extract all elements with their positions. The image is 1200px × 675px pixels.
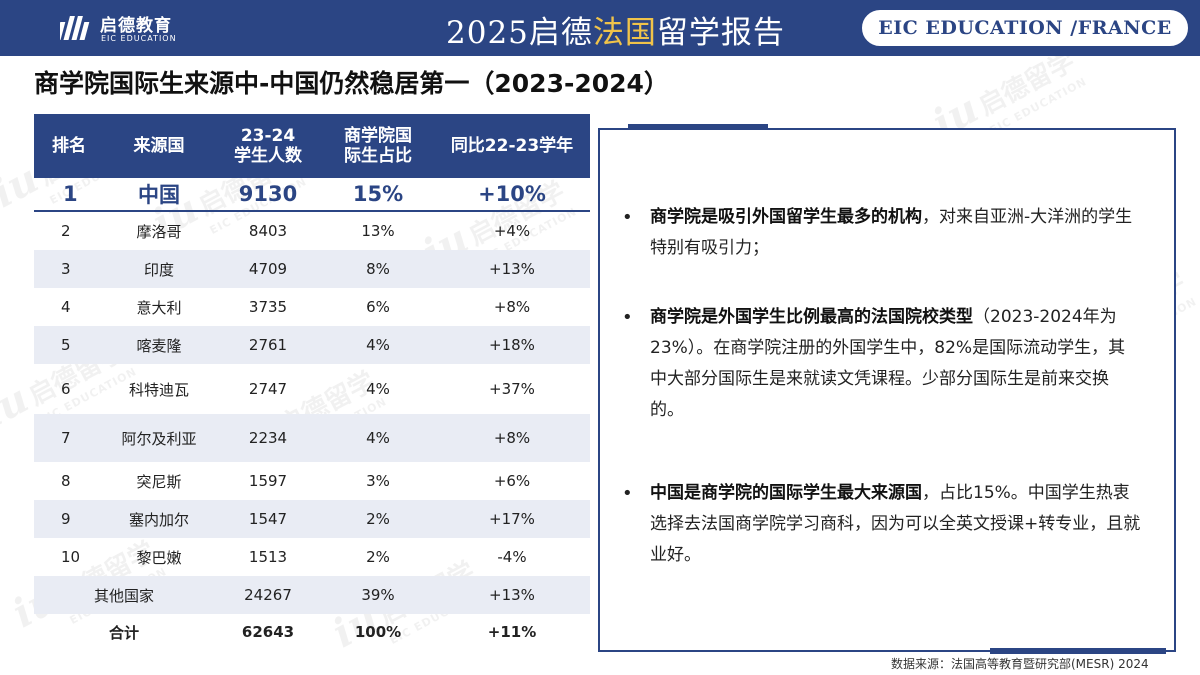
table-total-row: 合计 62643 100% +11% <box>108 623 537 642</box>
bullet-dot: • <box>622 207 633 228</box>
table-row: 3 印度 4709 8% +13% <box>34 250 590 288</box>
bullet-dot: • <box>622 307 633 328</box>
table-row: 1 中国 9130 15% +10% <box>34 178 590 212</box>
logo-cn-text: 启德教育 <box>100 16 172 36</box>
col-header-students: 23-24 学生人数 <box>234 126 302 166</box>
table-header: 排名 来源国 23-24 学生人数 商学院国 际生占比 同比22-23学年 <box>34 114 590 178</box>
table-row: 5 喀麦隆 2761 4% +18% <box>34 326 590 364</box>
eic-logo-icon <box>60 16 90 40</box>
col-header-country: 来源国 <box>133 136 185 156</box>
bullet-dot: • <box>622 483 633 504</box>
insight-bullet: • 商学院是外国学生比例最高的法国院校类型（2023-2024年为23%）。在商… <box>622 302 1142 426</box>
table-row: 2 摩洛哥 8403 13% +4% <box>61 222 531 241</box>
page-title: 商学院国际生来源中-中国仍然稳居第一（2023-2024） <box>34 69 669 98</box>
table-row: 其他国家 24267 39% +13% <box>34 576 590 614</box>
table-row: 10 黎巴嫩 1513 2% -4% <box>61 548 527 567</box>
insight-bullet: • 商学院是吸引外国留学生最多的机构，对来自亚洲-大洋洲的学生特别有吸引力； <box>622 202 1142 264</box>
logo-en-text: EIC EDUCATION <box>101 34 177 43</box>
panel-accent-top <box>628 124 768 130</box>
table-row: 6 科特迪瓦 2747 4% +37% <box>61 380 535 399</box>
header-badge: EIC EDUCATION /FRANCE <box>862 10 1188 46</box>
brand-logo[interactable]: 启德教育 EIC EDUCATION <box>60 10 220 48</box>
col-header-yoy: 同比22-23学年 <box>450 136 574 156</box>
insights-panel: • 商学院是吸引外国留学生最多的机构，对来自亚洲-大洋洲的学生特别有吸引力； •… <box>598 128 1176 652</box>
col-header-rank: 排名 <box>52 136 86 156</box>
panel-accent-bottom <box>990 648 1166 654</box>
table-row: 7 阿尔及利亚 2234 4% +8% <box>34 414 590 462</box>
data-source-note: 数据来源：法国高等教育暨研究部(MESR) 2024 <box>891 657 1149 671</box>
report-title: 2025启德法国留学报告 <box>446 15 785 51</box>
table-row: 8 突尼斯 1597 3% +6% <box>61 472 531 491</box>
table-row: 9 塞内加尔 1547 2% +17% <box>34 500 590 538</box>
col-header-share: 商学院国 际生占比 <box>344 126 412 166</box>
insight-bullet: • 中国是商学院的国际学生最大来源国，占比15%。中国学生热衷选择去法国商学院学… <box>622 478 1142 571</box>
source-country-table: 排名 来源国 23-24 学生人数 商学院国 际生占比 同比22-23学年 1 … <box>34 114 590 650</box>
header-bar: 启德教育 EIC EDUCATION 2025启德法国留学报告 EIC EDUC… <box>0 0 1200 56</box>
table-row: 4 意大利 3735 6% +8% <box>61 298 531 317</box>
